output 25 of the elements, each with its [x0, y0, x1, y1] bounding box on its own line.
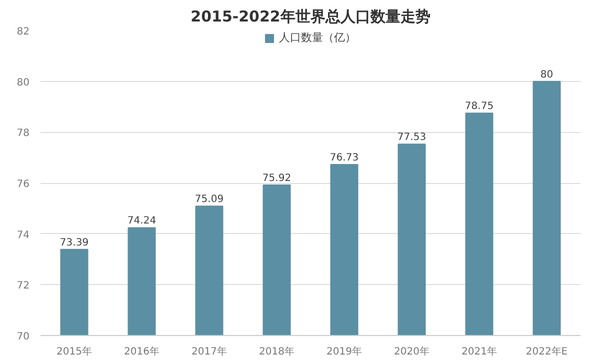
data-label: 74.24 [127, 216, 156, 227]
y-tick-label: 76 [16, 179, 30, 190]
y-tick-label: 78 [16, 128, 30, 140]
data-label: 73.39 [60, 237, 89, 248]
x-tick-label: 2018年 [259, 346, 294, 358]
x-tick-label: 2015年 [56, 346, 92, 358]
data-label: 80 [540, 69, 554, 80]
x-tick-label: 2020年 [394, 346, 430, 358]
x-tick-label: 2017年 [192, 346, 227, 358]
data-label: 75.09 [194, 194, 224, 206]
y-tick-label: 70 [16, 332, 30, 342]
x-tick-label: 2022年E [526, 346, 568, 358]
y-tick-label: 74 [16, 230, 30, 241]
x-tick-label: 2021年 [462, 346, 497, 358]
data-label: 76.73 [330, 152, 359, 164]
data-label: 75.92 [262, 173, 292, 184]
data-label: 77.53 [397, 132, 426, 144]
data-label: 78.75 [464, 101, 494, 112]
y-tick-label: 72 [16, 280, 30, 292]
y-tick-label: 82 [16, 26, 30, 38]
y-tick-label: 80 [16, 77, 30, 88]
chart-title: 2015-2022年世界总人口数量走势 [190, 8, 430, 26]
legend-label: 人口数量（亿） [279, 30, 356, 45]
x-tick-label: 2016年 [124, 346, 160, 358]
x-tick-label: 2019年 [326, 346, 362, 358]
